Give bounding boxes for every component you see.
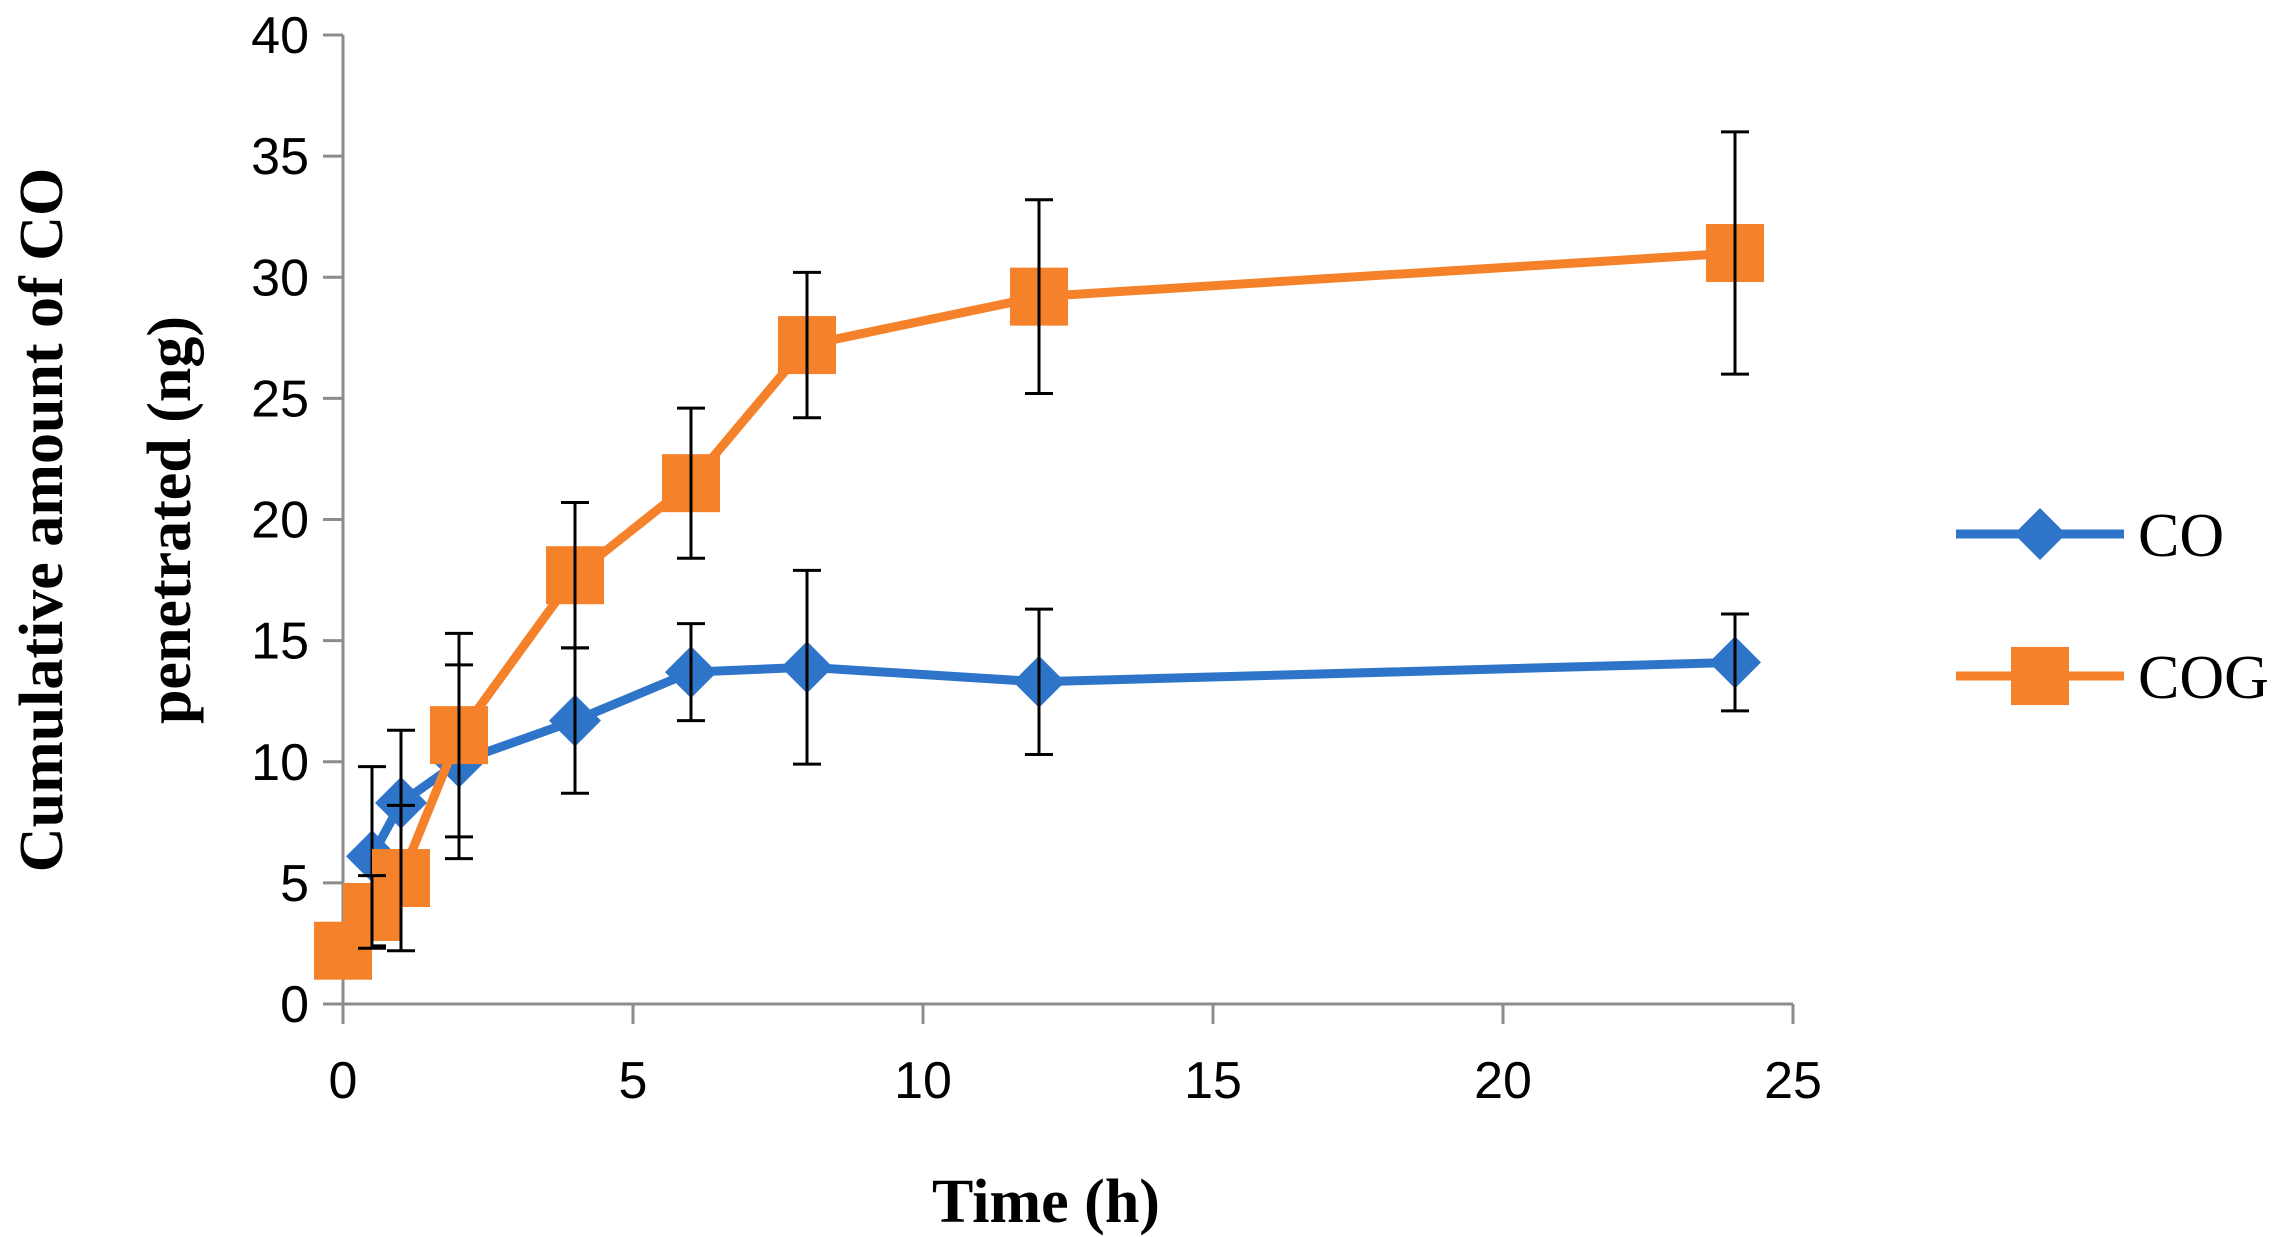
x-tick-label: 10 (894, 1052, 952, 1110)
error-bar (1721, 612, 1749, 713)
legend-item-cog: COG (1956, 644, 2269, 712)
y-tick-label: 30 (251, 249, 309, 307)
error-bar (677, 622, 705, 723)
x-tick-label: 25 (1764, 1052, 1822, 1110)
error-bar (387, 803, 415, 953)
y-tick-label: 25 (251, 370, 309, 428)
x-tick-label: 5 (619, 1052, 648, 1110)
error-bar (793, 270, 821, 420)
legend-label: CO (2138, 502, 2224, 570)
x-tick-label: 15 (1184, 1052, 1242, 1110)
data-point (2011, 647, 2069, 705)
x-axis-title: Time (h) (932, 1168, 1160, 1236)
y-tick-label: 5 (280, 855, 309, 913)
error-bar (358, 874, 386, 950)
error-bar (1025, 607, 1053, 756)
error-bar (677, 406, 705, 560)
legend: CO COG (1956, 502, 2269, 712)
y-tick-label: 10 (251, 734, 309, 792)
legend-label: COG (2138, 644, 2269, 712)
series-co (346, 568, 1761, 948)
y-axis-title-line-1: Cumulative amount of CO (8, 168, 76, 872)
error-bar (1025, 198, 1053, 396)
data-point (2014, 508, 2066, 560)
error-bar (445, 631, 473, 839)
error-bar (561, 501, 589, 650)
x-tick-label: 0 (329, 1052, 358, 1110)
x-tick-label: 20 (1474, 1052, 1532, 1110)
error-bar (793, 568, 821, 766)
y-tick-label: 35 (251, 128, 309, 186)
y-tick-label: 40 (251, 7, 309, 65)
y-axis-title-line-2: penetrated (ng) (136, 316, 204, 724)
error-bar (1721, 130, 1749, 376)
y-tick-label: 20 (251, 492, 309, 550)
legend-item-co: CO (1956, 502, 2224, 570)
y-tick-label: 15 (251, 613, 309, 671)
y-tick-label: 0 (280, 976, 309, 1034)
series-cog (314, 130, 1764, 980)
